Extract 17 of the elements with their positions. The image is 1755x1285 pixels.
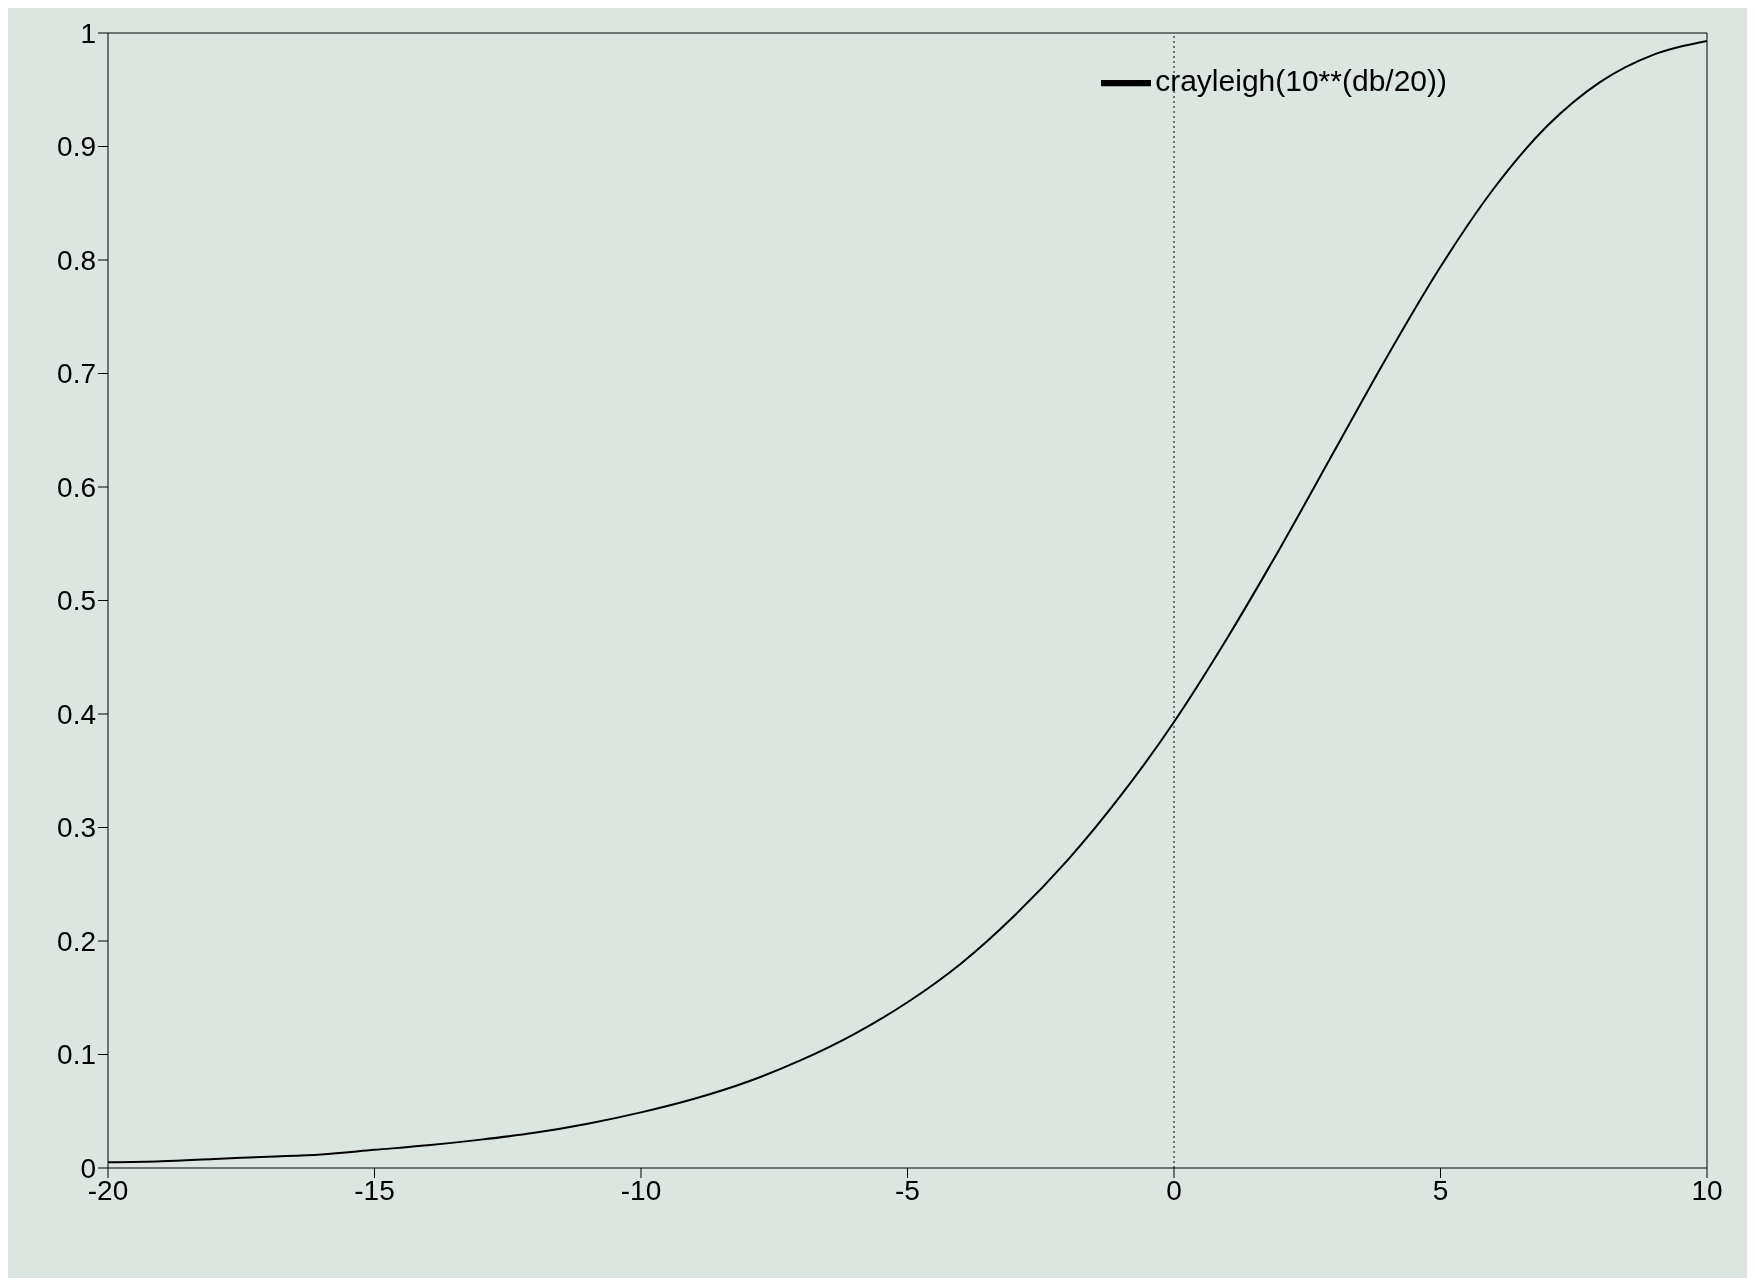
y-tick-label: 0.5 — [57, 585, 96, 617]
y-tick-label: 0.6 — [57, 471, 96, 503]
y-tick-label: 0.8 — [57, 244, 96, 276]
y-tick-label: 0.7 — [57, 358, 96, 390]
y-tick-label: 0.3 — [57, 812, 96, 844]
y-tick-label: 0.1 — [57, 1039, 96, 1071]
y-tick-label: 0.4 — [57, 698, 96, 730]
x-tick-label: 5 — [1432, 1174, 1449, 1206]
y-tick-label: 0.9 — [57, 131, 96, 163]
x-tick-label: -15 — [354, 1174, 395, 1206]
y-tick-label: 0.2 — [57, 925, 96, 957]
legend-label: crayleigh(10**(db/20)) — [1155, 63, 1447, 97]
y-tick-label: 1 — [80, 17, 96, 49]
x-tick-label: -10 — [620, 1174, 662, 1206]
x-tick-label: 0 — [1166, 1174, 1182, 1206]
x-tick-label: -5 — [895, 1174, 920, 1206]
x-tick-label: 10 — [1691, 1174, 1723, 1206]
